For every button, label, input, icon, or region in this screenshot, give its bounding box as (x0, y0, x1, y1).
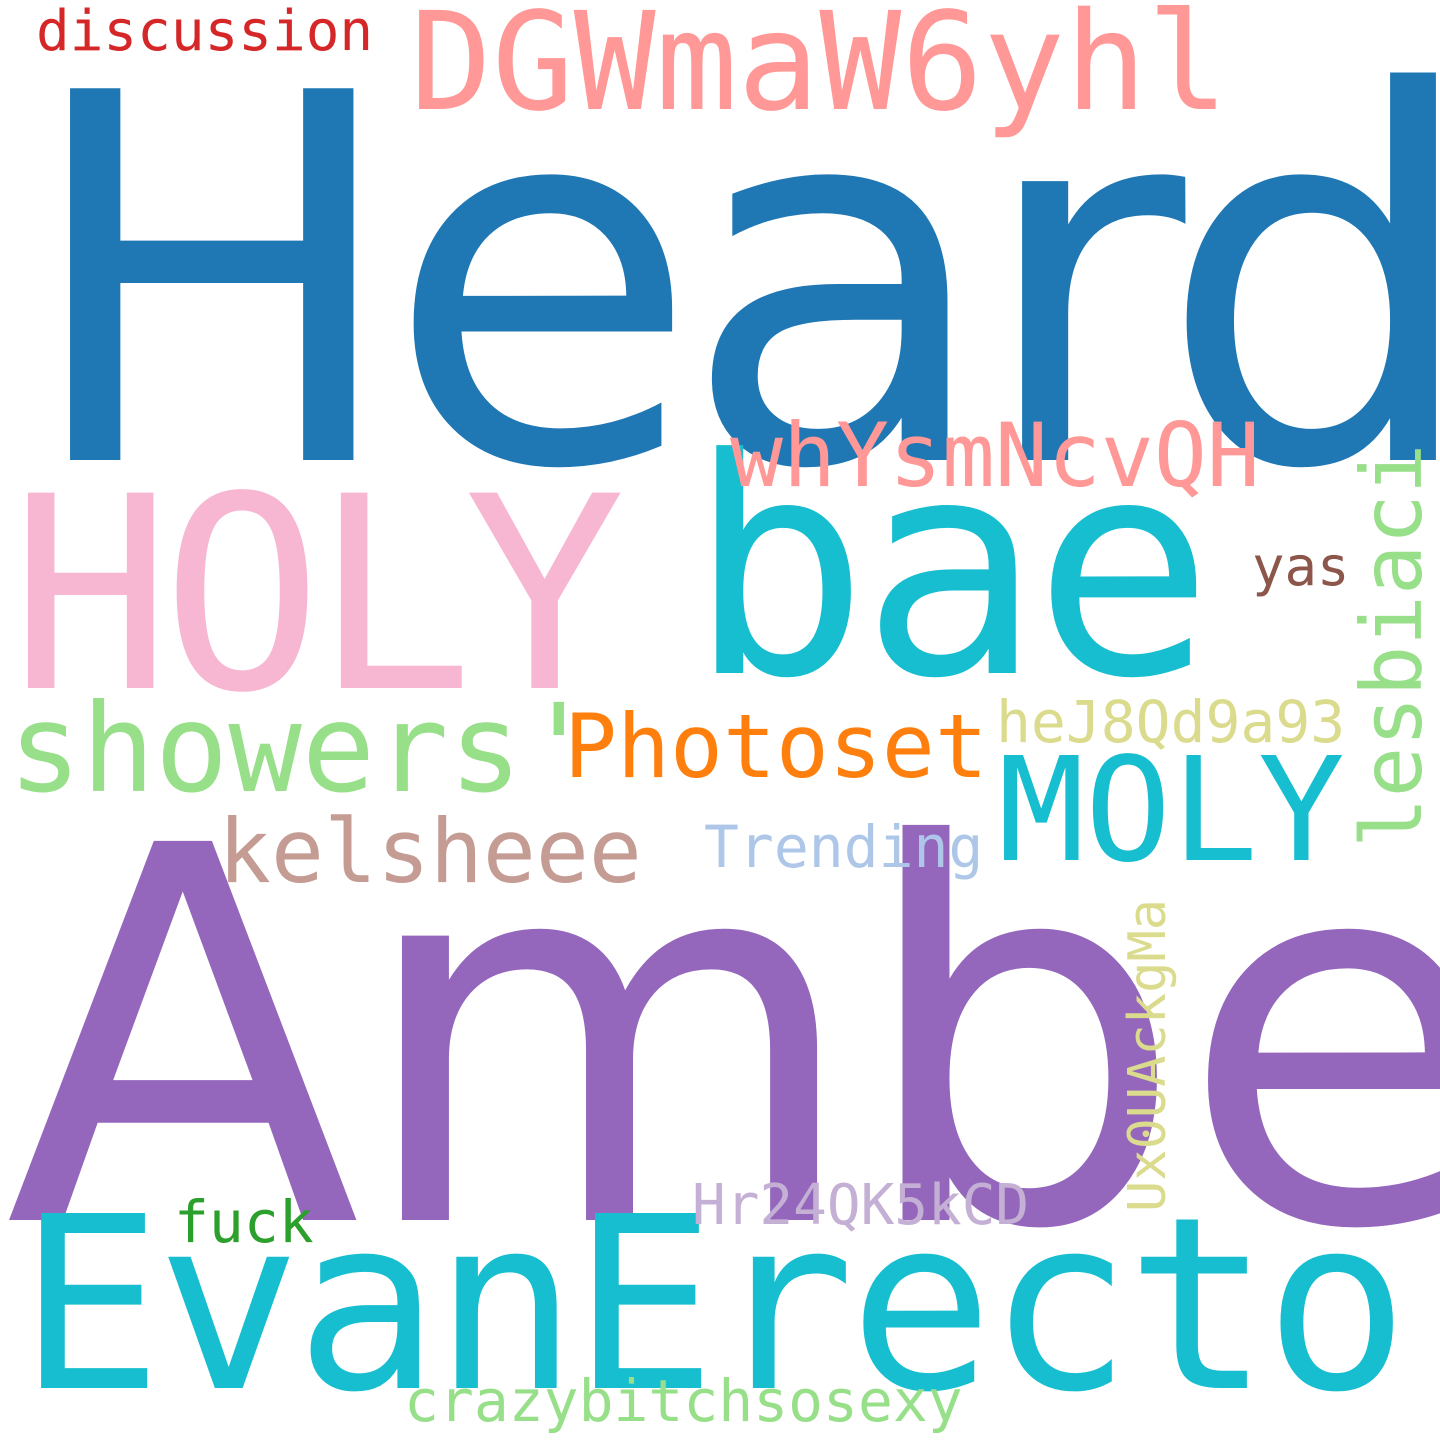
word-bae: bae (688, 395, 1214, 744)
word-crazybitchsosexy: crazybitchsosexy (404, 1367, 963, 1435)
word-photoset: Photoset (564, 695, 988, 798)
word-kelsheee: kelsheee (218, 800, 642, 903)
word-discussion: discussion (36, 0, 374, 64)
word-hr24qk5kcd: Hr24QK5kCD (692, 1173, 1030, 1238)
word-dgwmaw6yhl: DGWmaW6yhl (410, 0, 1229, 142)
word-yas: yas (1252, 535, 1350, 598)
word-showers: showers' (8, 678, 596, 820)
word-whysmncvqh: whYsmNcvQH (730, 404, 1260, 507)
word-trending: Trending (704, 813, 984, 881)
word-ux0uackgma: Ux0UAckgMa (1118, 898, 1178, 1212)
word-lesbiaci: lesbiaci (1343, 443, 1440, 848)
word-holy: HOLY (10, 440, 625, 752)
word-moly: MOLY (998, 726, 1345, 894)
word-heard: Heard (20, 0, 1440, 581)
word-amber: Amber (5, 737, 1440, 1343)
word-hej8qd9a93: heJ8Qd9a93 (996, 688, 1346, 756)
word-evanerector: EvanErector (18, 1165, 1440, 1440)
word-fuck: fuck (174, 1188, 314, 1256)
